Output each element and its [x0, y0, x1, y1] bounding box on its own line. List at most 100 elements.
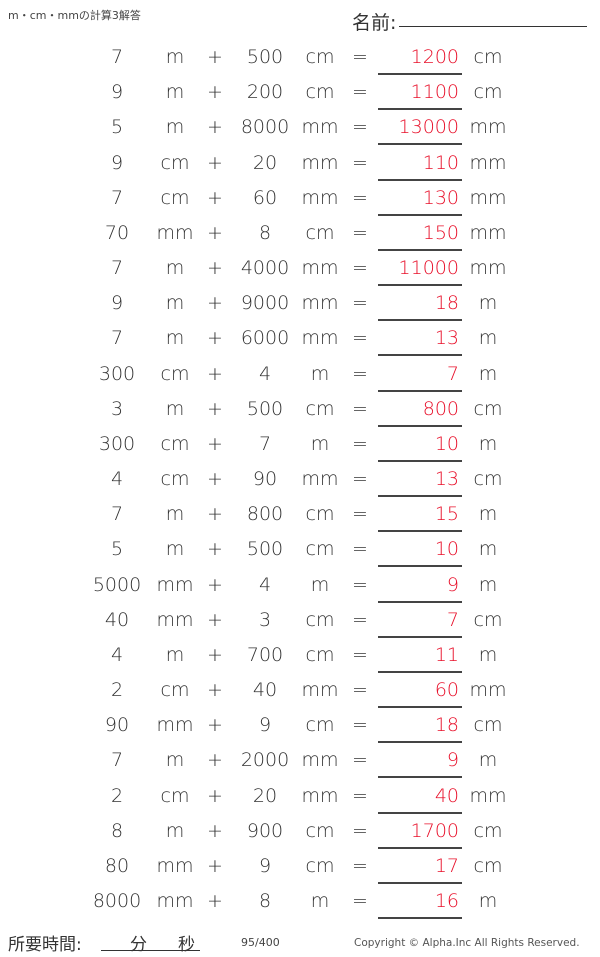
answer-unit: cm [473, 714, 503, 737]
answer-line [378, 811, 462, 814]
plus-sign: + [207, 186, 223, 209]
plus-sign: + [207, 503, 223, 526]
second-unit: cm [305, 46, 335, 68]
problem-row: 5000 mm +4 m = 9 m [0, 570, 600, 603]
answer-value: 1200 [410, 46, 459, 68]
copyright: Copyright © Alpha.Inc All Rights Reserve… [354, 937, 580, 949]
answer-value: 1100 [410, 81, 459, 104]
second-unit: mm [301, 151, 339, 174]
answer-line [378, 459, 462, 462]
problem-row: 7 m +2000 mm = 9 m [0, 745, 600, 779]
time-field[interactable] [101, 950, 200, 951]
first-value: 5 [110, 538, 124, 561]
answer-unit: m [478, 503, 498, 526]
equals-sign: = [352, 186, 368, 209]
plus-sign: + [207, 468, 223, 491]
plus-sign: + [207, 890, 223, 913]
answer-value: 800 [422, 397, 459, 420]
problem-row: 70 mm +8 cm = 150 mm [0, 218, 600, 251]
first-value: 3 [110, 397, 124, 420]
answer-value: 10 [434, 538, 459, 561]
answer-value: 10 [434, 432, 459, 455]
plus-sign: + [207, 81, 223, 104]
problem-row: 9 m +9000 mm = 18 m [0, 288, 600, 322]
answer-line [378, 108, 462, 111]
problem-row: 40 mm +3 cm = 7 cm [0, 605, 600, 638]
problem-row: 7 m +500 cm = 1200 cm [0, 42, 600, 75]
equals-sign: = [352, 854, 368, 877]
first-value: 7 [110, 327, 124, 350]
second-unit: mm [301, 292, 339, 315]
equals-sign: = [352, 679, 368, 702]
second-value: 20 [252, 784, 278, 807]
second-unit: cm [305, 819, 335, 842]
first-unit: cm [160, 679, 190, 702]
answer-unit: m [478, 890, 498, 913]
answer-value: 150 [422, 221, 459, 244]
first-unit: m [165, 327, 185, 350]
second-value: 4000 [240, 257, 290, 280]
answer-line [378, 776, 462, 779]
plus-sign: + [207, 116, 223, 139]
answer-value: 15 [434, 503, 459, 526]
answer-unit: cm [473, 46, 503, 68]
equals-sign: = [352, 749, 368, 772]
first-unit: m [165, 46, 185, 68]
answer-value: 7 [446, 608, 459, 631]
first-value: 8 [110, 819, 124, 842]
first-unit: m [165, 292, 185, 315]
name-field[interactable] [399, 26, 587, 27]
plus-sign: + [207, 608, 223, 631]
equals-sign: = [352, 538, 368, 561]
answer-line [378, 565, 462, 568]
equals-sign: = [352, 221, 368, 244]
answer-line [378, 495, 462, 498]
answer-line [378, 354, 462, 357]
plus-sign: + [207, 397, 223, 420]
problem-row: 90 mm +9 cm = 18 cm [0, 710, 600, 744]
second-value: 8 [258, 890, 272, 913]
first-value: 300 [98, 362, 136, 385]
problem-row: 9 cm +20 mm = 110 mm [0, 148, 600, 181]
answer-unit: mm [469, 257, 507, 280]
answer-line [378, 917, 462, 920]
second-value: 500 [246, 46, 284, 68]
second-unit: m [310, 432, 330, 455]
answer-unit: cm [473, 608, 503, 631]
answer-unit: cm [473, 854, 503, 877]
second-value: 6000 [240, 327, 290, 350]
plus-sign: + [207, 819, 223, 842]
second-unit: mm [301, 116, 339, 139]
answer-value: 18 [434, 292, 459, 315]
second-value: 9 [258, 854, 272, 877]
answer-line [378, 741, 462, 744]
first-unit: m [165, 503, 185, 526]
plus-sign: + [207, 784, 223, 807]
first-value: 9 [110, 151, 124, 174]
equals-sign: = [352, 151, 368, 174]
first-unit: cm [160, 468, 190, 491]
problem-row: 4 cm +90 mm = 13 cm [0, 464, 600, 498]
answer-unit: cm [473, 397, 503, 420]
answer-unit: cm [473, 819, 503, 842]
second-unit: mm [301, 749, 339, 772]
problem-row: 2 cm +20 mm = 40 mm [0, 781, 600, 814]
seconds-label: 秒 [178, 935, 195, 955]
worksheet-title: m・cm・mmの計算3解答 [8, 9, 141, 22]
minutes-label: 分 [130, 935, 147, 955]
answer-unit: mm [469, 221, 507, 244]
second-value: 4 [258, 573, 272, 596]
first-value: 7 [110, 186, 124, 209]
second-unit: cm [305, 714, 335, 737]
first-value: 40 [104, 608, 130, 631]
first-value: 4 [110, 468, 124, 491]
equals-sign: = [352, 573, 368, 596]
problem-row: 80 mm +9 cm = 17 cm [0, 851, 600, 884]
first-unit: cm [160, 362, 190, 385]
first-value: 7 [110, 503, 124, 526]
plus-sign: + [207, 538, 223, 561]
plus-sign: + [207, 327, 223, 350]
plus-sign: + [207, 749, 223, 772]
answer-unit: m [478, 538, 498, 561]
answer-unit: m [478, 643, 498, 666]
